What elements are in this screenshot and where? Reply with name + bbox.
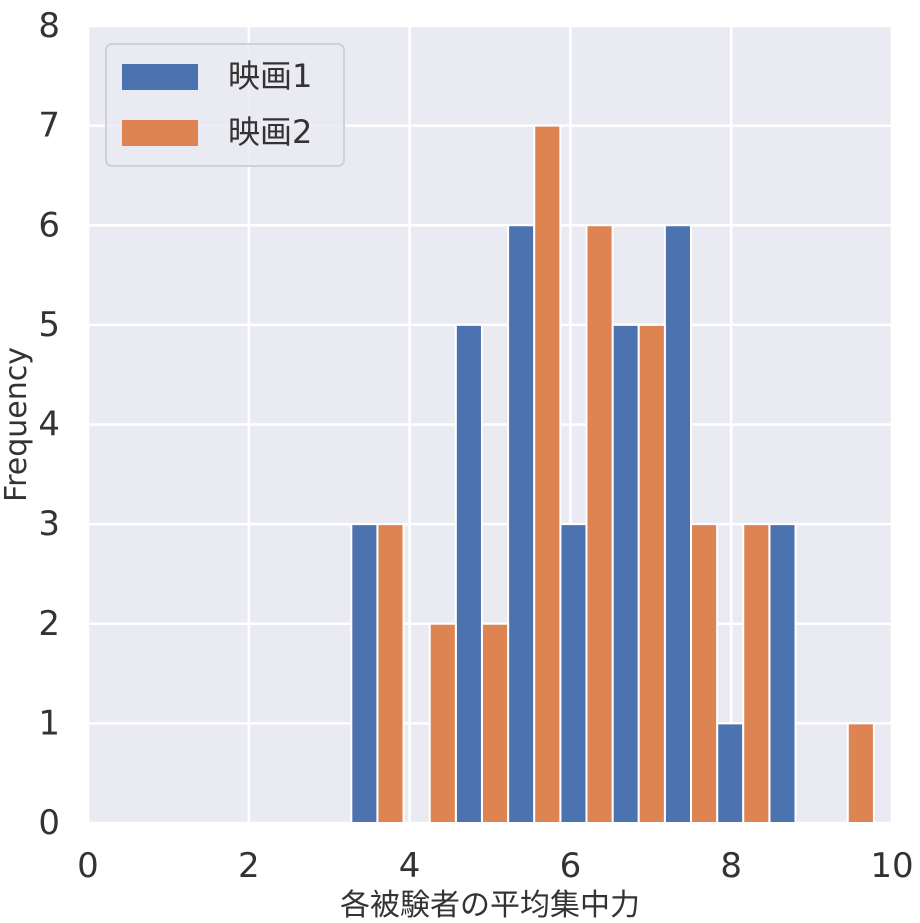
x-tick-label: 6 bbox=[560, 846, 582, 886]
legend-swatch bbox=[122, 64, 198, 90]
bar bbox=[768, 523, 797, 824]
bars bbox=[350, 124, 875, 824]
bar bbox=[585, 224, 614, 824]
legend-label: 映画1 bbox=[228, 57, 312, 95]
bar bbox=[507, 224, 536, 824]
y-tick-label: 8 bbox=[38, 6, 60, 46]
bar bbox=[376, 523, 405, 824]
x-tick-label: 4 bbox=[399, 846, 421, 886]
bar bbox=[611, 323, 640, 824]
bar bbox=[663, 224, 692, 824]
x-axis-label: 各被験者の平均集中力 bbox=[340, 888, 640, 923]
y-tick-label: 7 bbox=[38, 106, 60, 146]
y-tick-label: 5 bbox=[38, 305, 60, 345]
y-tick-label: 6 bbox=[38, 205, 60, 245]
y-tick-label: 2 bbox=[38, 604, 60, 644]
bar bbox=[846, 722, 875, 824]
x-tick-label: 2 bbox=[238, 846, 260, 886]
bar bbox=[690, 523, 719, 824]
x-tick-label: 0 bbox=[77, 846, 99, 886]
y-tick-label: 3 bbox=[38, 504, 60, 544]
x-tick-label: 8 bbox=[720, 846, 742, 886]
x-tick-label: 10 bbox=[870, 846, 913, 886]
bar bbox=[559, 523, 588, 824]
bar bbox=[637, 323, 666, 824]
x-tick-labels: 0 2 4 6 8 10 bbox=[77, 846, 913, 886]
bar bbox=[428, 622, 457, 824]
bar bbox=[742, 523, 771, 824]
bar bbox=[454, 323, 483, 824]
y-tick-label: 0 bbox=[38, 803, 60, 843]
bar bbox=[716, 722, 745, 824]
legend-label: 映画2 bbox=[228, 113, 312, 151]
legend-swatch bbox=[122, 120, 198, 146]
y-tick-label: 4 bbox=[38, 405, 60, 445]
bar bbox=[533, 124, 562, 824]
y-tick-label: 1 bbox=[38, 703, 60, 743]
y-tick-labels: 0 1 2 3 4 5 6 7 8 bbox=[38, 6, 60, 843]
bar bbox=[480, 622, 510, 824]
y-axis-label: Frequency bbox=[0, 347, 34, 502]
bar bbox=[350, 523, 379, 824]
